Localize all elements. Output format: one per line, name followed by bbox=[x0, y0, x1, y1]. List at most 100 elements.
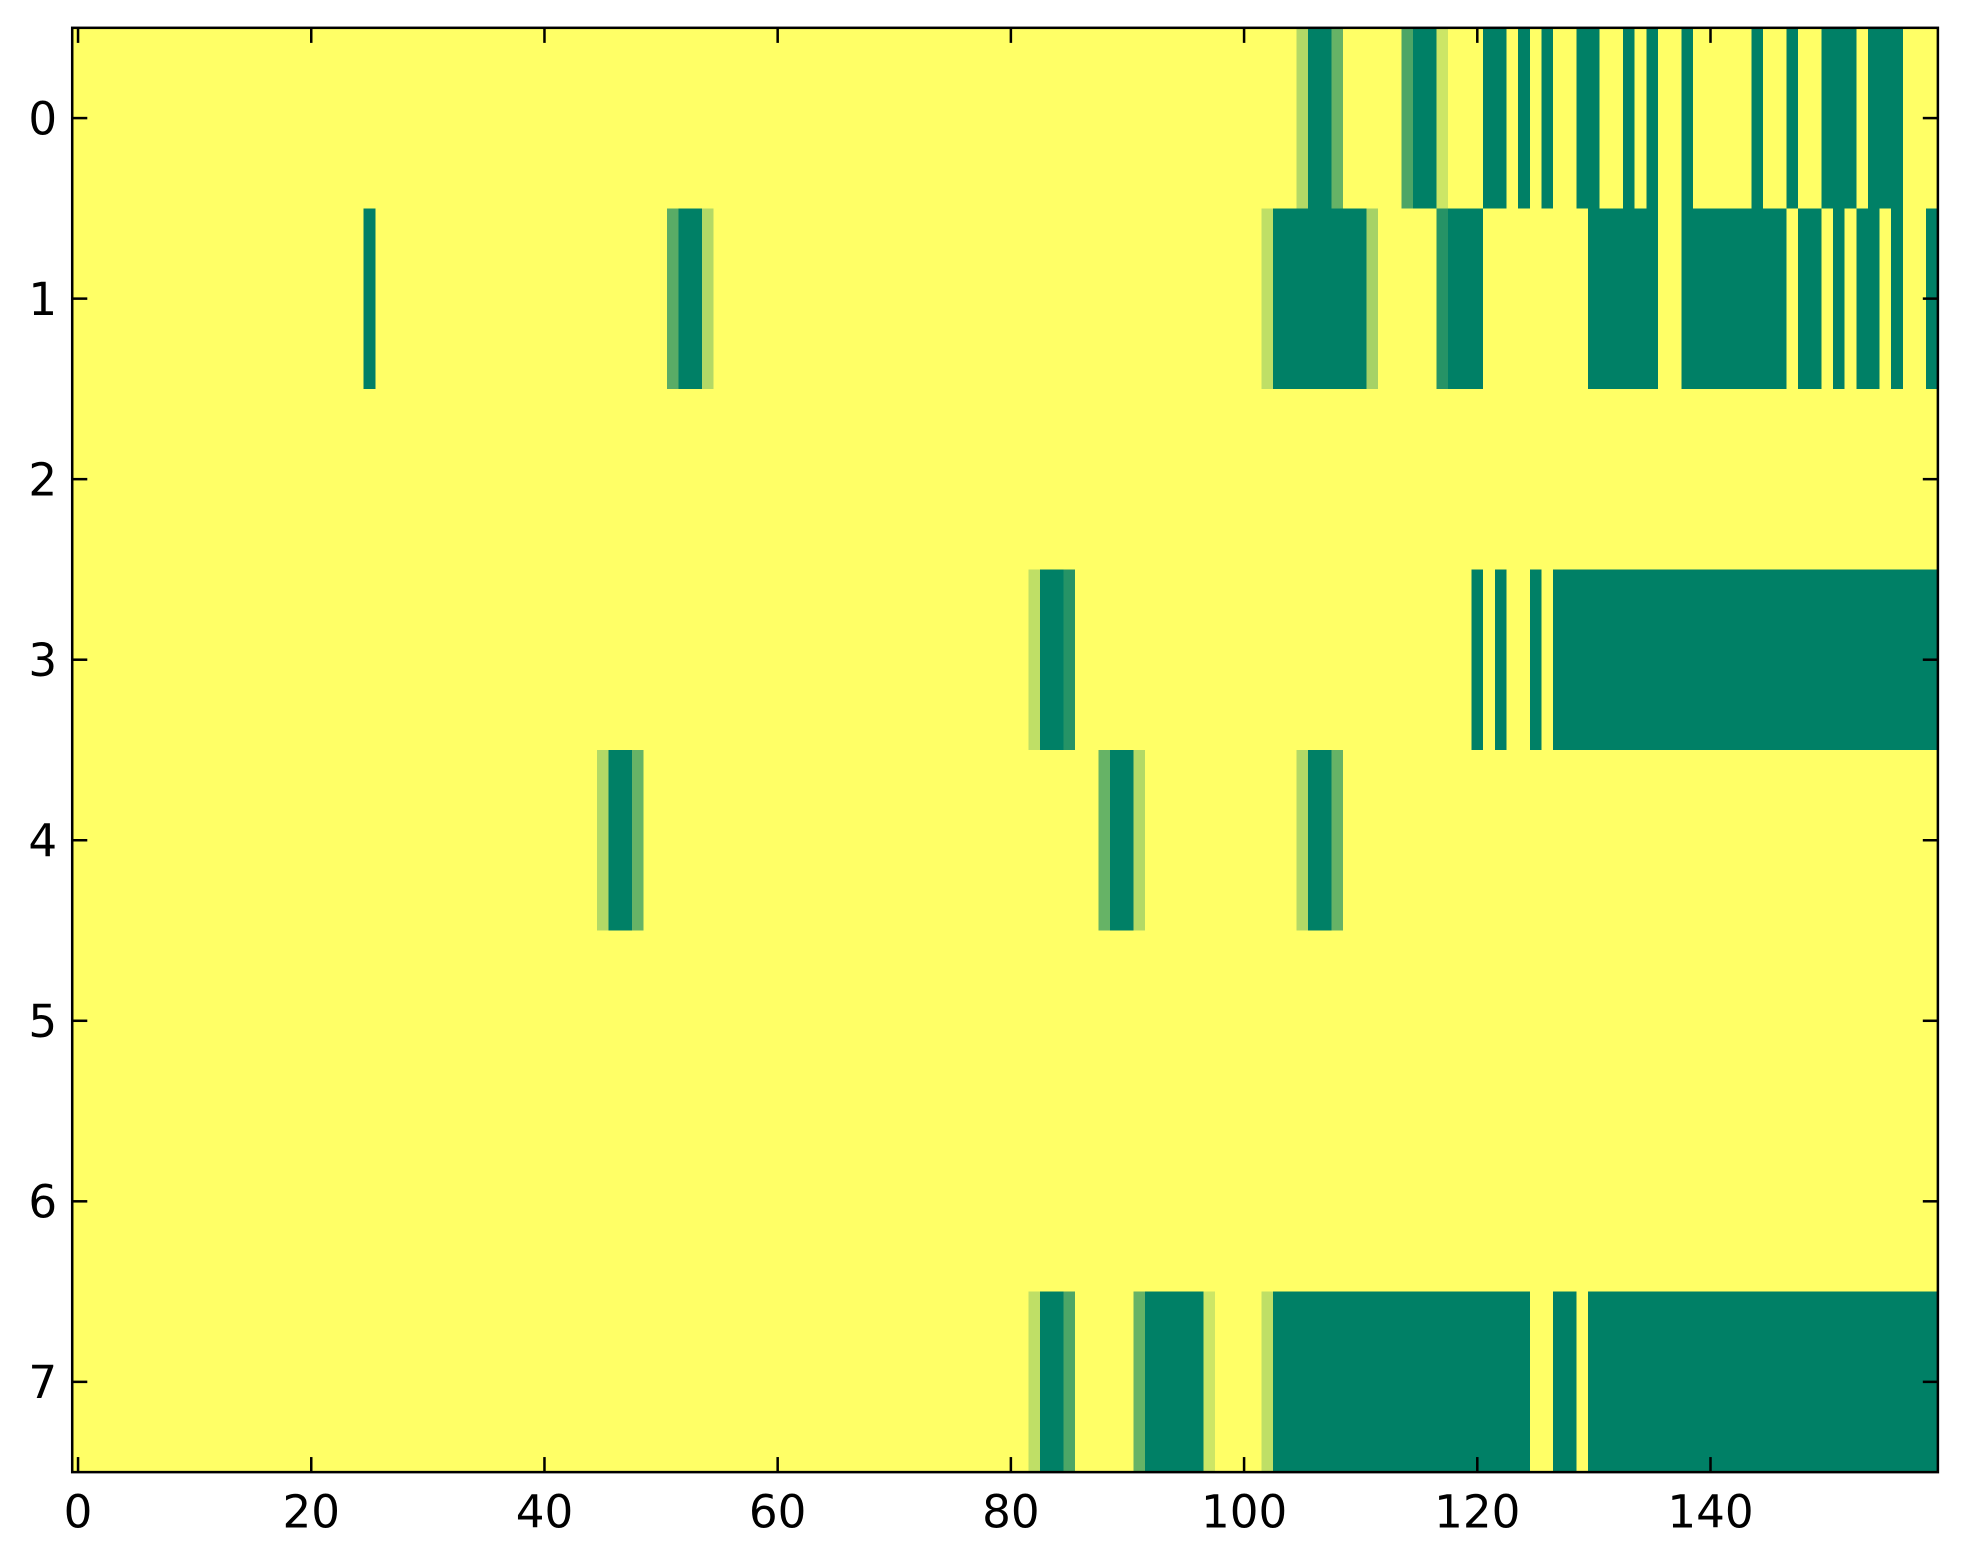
heatmap-cell bbox=[153, 27, 167, 210]
heatmap-cell bbox=[1751, 930, 1764, 1112]
heatmap-cell bbox=[993, 1111, 1006, 1293]
heatmap-cell bbox=[95, 1291, 108, 1473]
heatmap-cell bbox=[491, 569, 505, 751]
heatmap-cell bbox=[876, 749, 890, 932]
heatmap-cell bbox=[1681, 208, 1694, 390]
heatmap-cell bbox=[923, 208, 936, 390]
heatmap-cell bbox=[1879, 749, 1892, 932]
heatmap-cell bbox=[748, 1291, 761, 1473]
heatmap-cell bbox=[188, 749, 202, 932]
heatmap-cell bbox=[1133, 569, 1146, 751]
heatmap-cell bbox=[1296, 1291, 1309, 1473]
heatmap-cell bbox=[1261, 930, 1274, 1112]
heatmap-cell bbox=[177, 749, 190, 932]
heatmap-cell bbox=[643, 388, 656, 571]
heatmap-cell bbox=[935, 388, 948, 571]
heatmap-cell bbox=[200, 749, 213, 932]
heatmap-cell bbox=[608, 1111, 622, 1293]
heatmap-cell bbox=[293, 1291, 307, 1473]
heatmap-cell bbox=[398, 388, 412, 571]
heatmap-cell bbox=[200, 208, 213, 390]
heatmap-cell bbox=[223, 388, 237, 571]
heatmap-cell bbox=[853, 388, 866, 571]
heatmap-cell bbox=[911, 388, 925, 571]
heatmap-cell bbox=[1098, 930, 1111, 1112]
heatmap-cell bbox=[876, 1111, 890, 1293]
heatmap-cell bbox=[1797, 1291, 1811, 1473]
heatmap-cell bbox=[713, 749, 726, 932]
heatmap-cell bbox=[993, 749, 1006, 932]
heatmap-cell bbox=[1075, 749, 1088, 932]
heatmap-cell bbox=[1448, 388, 1461, 571]
heatmap-cell bbox=[1704, 930, 1718, 1112]
heatmap-cell bbox=[1424, 388, 1438, 571]
heatmap-cell bbox=[153, 388, 167, 571]
heatmap-cell bbox=[503, 208, 517, 390]
heatmap-cell bbox=[1459, 27, 1473, 210]
heatmap-cell bbox=[363, 749, 377, 932]
heatmap-cell bbox=[1366, 749, 1379, 932]
heatmap-cell bbox=[1401, 749, 1414, 932]
heatmap-cell bbox=[142, 388, 155, 571]
heatmap-cell bbox=[1494, 27, 1508, 210]
heatmap-cell bbox=[620, 569, 633, 751]
y-tick-label: 0 bbox=[28, 92, 57, 145]
heatmap-cell bbox=[1296, 930, 1309, 1112]
heatmap-cell bbox=[1413, 27, 1426, 210]
heatmap-cell bbox=[713, 1111, 726, 1293]
heatmap-cell bbox=[946, 388, 960, 571]
heatmap-cell bbox=[1693, 27, 1706, 210]
heatmap-cell bbox=[1016, 749, 1030, 932]
heatmap-cell bbox=[515, 27, 528, 210]
heatmap-cell bbox=[561, 930, 575, 1112]
heatmap-cell bbox=[1727, 569, 1741, 751]
heatmap-cell bbox=[1191, 569, 1205, 751]
heatmap-cell bbox=[981, 1111, 995, 1293]
heatmap-cell bbox=[911, 930, 925, 1112]
heatmap-cell bbox=[608, 388, 622, 571]
heatmap-cell bbox=[1459, 388, 1473, 571]
heatmap-cell bbox=[830, 569, 843, 751]
heatmap-cell bbox=[783, 930, 796, 1112]
heatmap-cell bbox=[1261, 27, 1274, 210]
heatmap-cell bbox=[1238, 388, 1251, 571]
heatmap-cell bbox=[1354, 930, 1368, 1112]
heatmap-cell bbox=[981, 749, 995, 932]
heatmap-cell bbox=[1623, 1111, 1636, 1293]
heatmap-cell bbox=[317, 1291, 330, 1473]
heatmap-cell bbox=[1331, 749, 1344, 932]
heatmap-cell bbox=[1483, 27, 1496, 210]
heatmap-cell bbox=[1914, 1291, 1927, 1473]
heatmap-cell bbox=[970, 27, 983, 210]
heatmap-cell bbox=[865, 1291, 878, 1473]
heatmap-cell bbox=[1786, 749, 1799, 932]
heatmap-cell bbox=[1914, 749, 1927, 932]
heatmap-cell bbox=[270, 27, 283, 210]
heatmap-cell bbox=[1413, 388, 1426, 571]
heatmap-cell bbox=[1494, 930, 1508, 1112]
heatmap-cell bbox=[1436, 569, 1449, 751]
heatmap-cell bbox=[1529, 749, 1543, 932]
heatmap-cell bbox=[526, 569, 540, 751]
heatmap-cell bbox=[433, 1291, 447, 1473]
heatmap-cell bbox=[946, 1291, 960, 1473]
heatmap-cell bbox=[830, 388, 843, 571]
heatmap-cell bbox=[538, 208, 552, 390]
heatmap-cell bbox=[118, 208, 132, 390]
heatmap-cell bbox=[398, 569, 412, 751]
heatmap-cell bbox=[1774, 208, 1788, 390]
heatmap-cell bbox=[165, 930, 178, 1112]
heatmap-cell bbox=[1040, 930, 1053, 1112]
heatmap-cell bbox=[270, 1111, 283, 1293]
heatmap-cell bbox=[818, 27, 831, 210]
heatmap-cell bbox=[1541, 930, 1554, 1112]
heatmap-cell bbox=[1809, 569, 1823, 751]
heatmap-cell bbox=[1611, 27, 1624, 210]
heatmap-cell bbox=[1413, 1111, 1426, 1293]
heatmap-cell bbox=[1611, 388, 1624, 571]
heatmap-cell bbox=[317, 208, 330, 390]
heatmap-cell bbox=[1144, 749, 1158, 932]
heatmap-cell bbox=[142, 930, 155, 1112]
heatmap-cell bbox=[993, 208, 1006, 390]
heatmap-cell bbox=[1564, 569, 1578, 751]
